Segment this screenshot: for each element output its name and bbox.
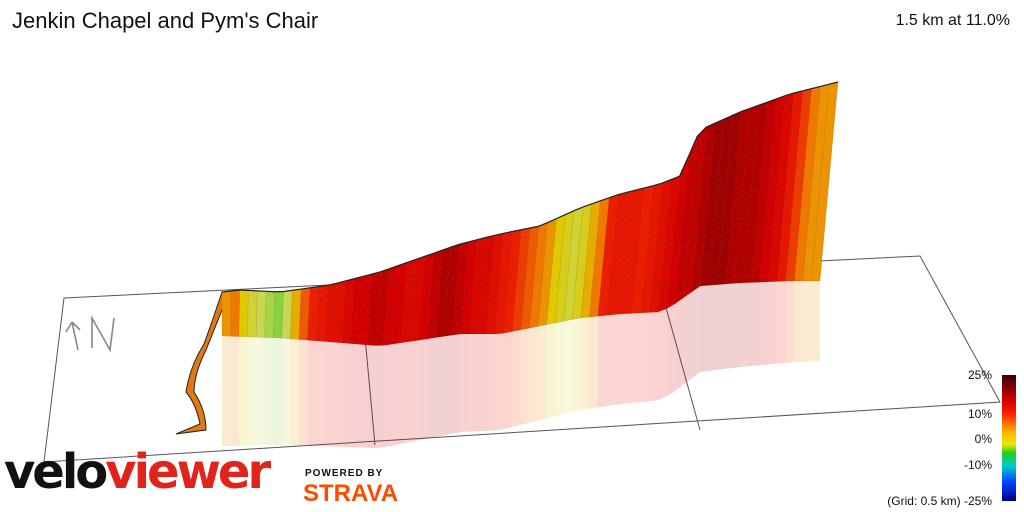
reflection-segment <box>623 313 633 404</box>
reflection-segment <box>580 317 590 410</box>
reflection-segment <box>555 321 564 417</box>
reflection-segment <box>392 342 402 446</box>
reflection-segment <box>512 329 521 427</box>
reflection-segment <box>521 328 530 425</box>
reflection-segment <box>486 334 496 431</box>
reflection-segment <box>452 334 462 434</box>
reflection-segment <box>614 313 624 405</box>
reflection-segment <box>691 285 701 379</box>
compass-north-icon <box>65 314 115 353</box>
legend-label-0: 0% <box>974 432 992 446</box>
profile-segment <box>230 289 240 337</box>
reflection-segment <box>700 285 709 372</box>
profile-segment <box>221 290 232 337</box>
reflection-segment <box>315 340 325 447</box>
reflection-segment <box>469 334 479 432</box>
reflection-segment <box>632 312 641 403</box>
reflection-segment <box>563 319 573 415</box>
reflection-segment <box>743 282 752 367</box>
reflection-segment <box>538 324 547 421</box>
profile-reflection <box>222 281 820 448</box>
profile-segment <box>255 290 267 338</box>
reflection-segment <box>777 281 786 364</box>
chart-title: Jenkin Chapel and Pym's Chair <box>12 8 319 33</box>
legend-label-10: 10% <box>967 407 992 421</box>
reflection-segment <box>751 282 761 366</box>
reflection-segment <box>683 291 692 385</box>
reflection-segment <box>802 281 812 362</box>
reflection-segment <box>350 343 359 448</box>
legend-label-25: 25% <box>967 368 992 382</box>
reflection-segment <box>734 282 744 368</box>
reflection-segment <box>264 337 274 446</box>
reflection-segment <box>708 284 718 371</box>
reflection-segment <box>760 281 769 366</box>
reflection-segment <box>666 304 675 397</box>
legend-label-neg10: -10% <box>963 458 992 472</box>
grid-note: (Grid: 0.5 km) -25% <box>887 494 992 508</box>
reflection-segment <box>461 334 470 432</box>
reflection-segment <box>785 281 795 363</box>
logo-viewer: viewer <box>105 444 271 500</box>
reflection-segment <box>794 281 803 363</box>
reflection-segment <box>597 315 607 408</box>
reflection-segment <box>333 342 342 447</box>
reflection-segment <box>256 337 265 446</box>
reflection-segment <box>640 312 650 402</box>
gradient-legend-bar <box>1002 375 1016 501</box>
profile-start-ribbon <box>175 290 227 435</box>
reflection-segment <box>384 344 393 448</box>
reflection-segment <box>375 345 385 448</box>
reflection-segment <box>281 338 291 446</box>
powered-by-label: POWERED BY <box>305 468 384 479</box>
reflection-segment <box>367 344 376 448</box>
reflection-segment <box>273 337 282 446</box>
reflection-segment <box>674 297 684 392</box>
reflection-segment <box>726 283 735 369</box>
legend-label-neg25: -25% <box>963 494 992 508</box>
reflection-segment <box>230 336 240 446</box>
profile-segment <box>247 290 258 338</box>
reflection-segment <box>589 316 598 409</box>
reflection-segment <box>503 331 513 430</box>
reflection-segment <box>324 341 334 447</box>
reflection-segment <box>444 335 453 436</box>
reflection-segment <box>418 338 428 441</box>
reflection-segment <box>222 336 231 446</box>
reflection-segment <box>717 284 727 370</box>
reflection-segment <box>409 340 419 443</box>
reflection-segment <box>606 314 615 407</box>
veloviewer-logo[interactable]: veloviewer <box>4 448 271 496</box>
reflection-segment <box>298 339 308 446</box>
reflection-segment <box>290 338 299 446</box>
climb-stat: 1.5 km at 11.0% <box>895 12 1010 29</box>
profile-top-line <box>221 81 839 293</box>
reflection-segment <box>427 337 436 439</box>
reflection-segment <box>247 336 257 446</box>
reflection-segment <box>811 281 820 362</box>
reflection-segment <box>572 317 581 412</box>
reflection-segment <box>529 326 539 423</box>
reflection-segment <box>239 336 248 446</box>
reflection-segment <box>649 312 658 402</box>
reflection-segment <box>401 341 410 444</box>
logo-velo: velo <box>4 444 108 500</box>
reflection-segment <box>478 334 487 432</box>
strava-logo[interactable]: STRAVA <box>303 480 399 507</box>
reflection-segment <box>307 340 316 447</box>
profile-segment <box>238 289 249 338</box>
reflection-segment <box>657 308 667 401</box>
reflection-segment <box>768 281 778 365</box>
reflection-segment <box>546 322 556 419</box>
reflection-segment <box>358 344 368 448</box>
reflection-segment <box>435 336 445 437</box>
reflection-segment <box>495 333 504 431</box>
reflection-segment <box>341 342 351 448</box>
grid-note-text: (Grid: 0.5 km) <box>887 494 961 508</box>
